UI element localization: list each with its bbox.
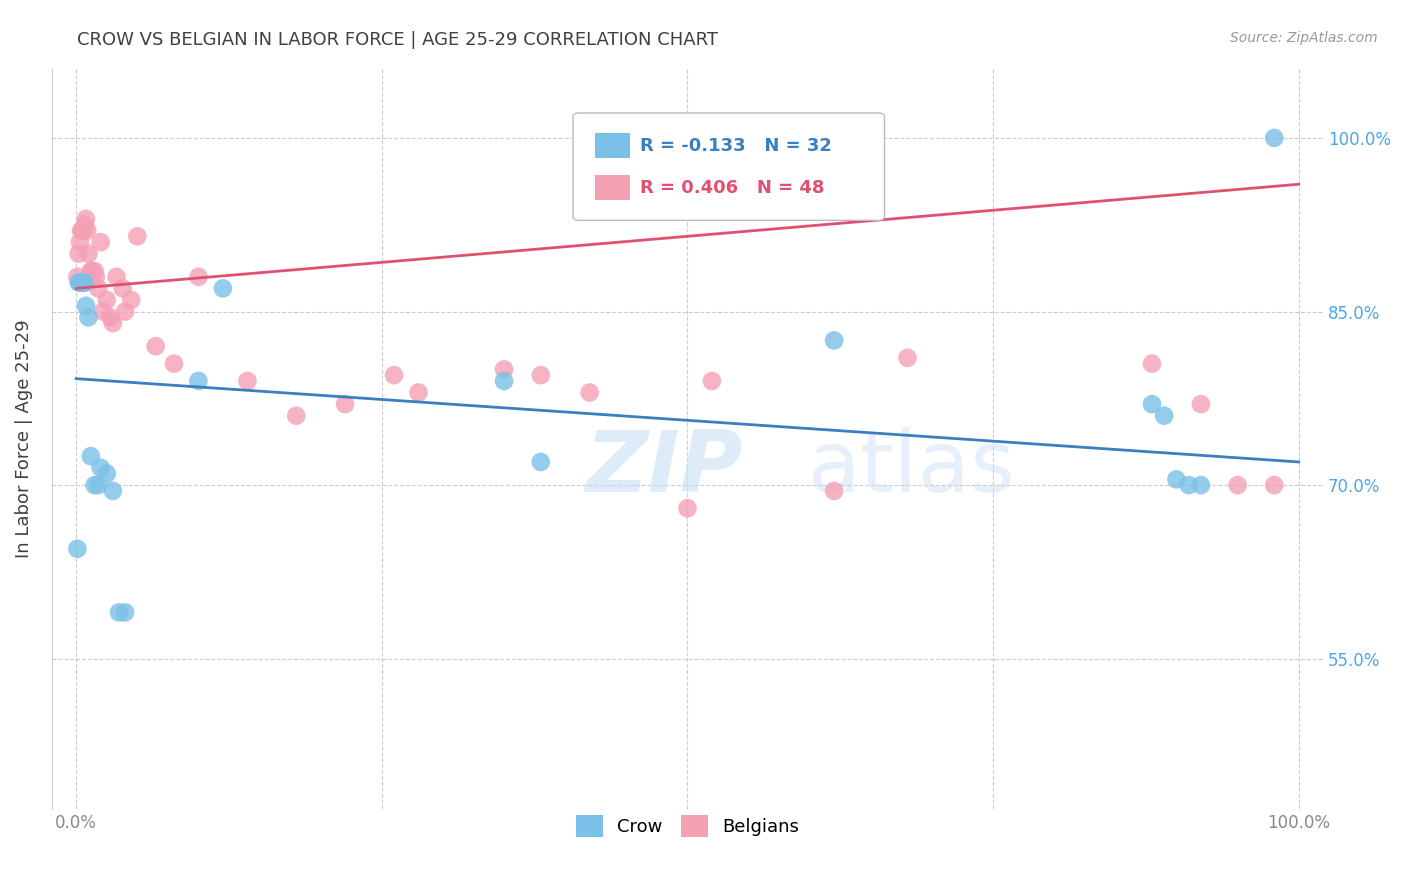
Point: [120, 293, 142, 307]
Point: [896, 351, 918, 365]
Point: [75, 299, 97, 313]
Point: [700, 374, 723, 388]
Point: [84, 269, 107, 284]
Point: [187, 374, 209, 388]
FancyBboxPatch shape: [595, 175, 630, 201]
Point: [69, 276, 91, 290]
Point: [77, 310, 100, 325]
Point: [1226, 478, 1249, 492]
Point: [145, 339, 167, 353]
Point: [80, 449, 103, 463]
Text: CROW VS BELGIAN IN LABOR FORCE | AGE 25-29 CORRELATION CHART: CROW VS BELGIAN IN LABOR FORCE | AGE 25-…: [77, 31, 718, 49]
Point: [1140, 397, 1163, 411]
Point: [163, 357, 186, 371]
Point: [83, 478, 105, 492]
Point: [90, 235, 112, 249]
Point: [80, 264, 103, 278]
Text: atlas: atlas: [808, 427, 1017, 510]
Text: Source: ZipAtlas.com: Source: ZipAtlas.com: [1230, 31, 1378, 45]
Point: [111, 281, 134, 295]
Point: [87, 478, 110, 492]
Point: [105, 269, 128, 284]
Point: [69, 235, 91, 249]
Point: [96, 293, 118, 307]
Point: [90, 460, 112, 475]
Point: [1166, 472, 1188, 486]
Point: [67, 246, 90, 260]
Point: [127, 229, 149, 244]
Point: [87, 281, 110, 295]
Point: [1177, 478, 1199, 492]
Text: R = -0.133   N = 32: R = -0.133 N = 32: [640, 136, 832, 154]
Point: [1263, 131, 1285, 145]
Text: ZIP: ZIP: [586, 427, 744, 510]
Point: [1189, 478, 1212, 492]
Point: [83, 264, 105, 278]
Point: [72, 223, 94, 237]
Point: [212, 281, 235, 295]
Point: [114, 304, 136, 318]
Point: [108, 606, 131, 620]
Point: [530, 368, 553, 383]
Point: [66, 541, 89, 556]
Point: [75, 211, 97, 226]
Point: [187, 269, 209, 284]
Point: [76, 223, 98, 237]
Point: [408, 385, 430, 400]
Point: [73, 218, 96, 232]
Point: [101, 483, 124, 498]
Point: [1263, 478, 1285, 492]
Point: [100, 310, 122, 325]
Point: [494, 374, 516, 388]
Point: [80, 264, 103, 278]
Point: [578, 385, 600, 400]
Point: [72, 276, 94, 290]
Point: [72, 223, 94, 237]
Point: [72, 276, 94, 290]
FancyBboxPatch shape: [574, 113, 884, 220]
Point: [530, 455, 553, 469]
Point: [823, 334, 845, 348]
Point: [70, 276, 93, 290]
Point: [676, 501, 699, 516]
Point: [382, 368, 405, 383]
Point: [67, 276, 90, 290]
Point: [114, 606, 136, 620]
Point: [73, 276, 96, 290]
Point: [494, 362, 516, 376]
FancyBboxPatch shape: [595, 133, 630, 158]
Legend: Crow, Belgians: Crow, Belgians: [568, 808, 807, 845]
Point: [77, 246, 100, 260]
Point: [91, 304, 114, 318]
Point: [823, 483, 845, 498]
Text: R = 0.406   N = 48: R = 0.406 N = 48: [640, 178, 825, 197]
Y-axis label: In Labor Force | Age 25-29: In Labor Force | Age 25-29: [15, 319, 32, 558]
Point: [285, 409, 308, 423]
Point: [1153, 409, 1175, 423]
Point: [96, 467, 118, 481]
Point: [70, 223, 93, 237]
Point: [1189, 397, 1212, 411]
Point: [236, 374, 259, 388]
Point: [333, 397, 356, 411]
Point: [66, 269, 89, 284]
Point: [101, 316, 124, 330]
Point: [1140, 357, 1163, 371]
